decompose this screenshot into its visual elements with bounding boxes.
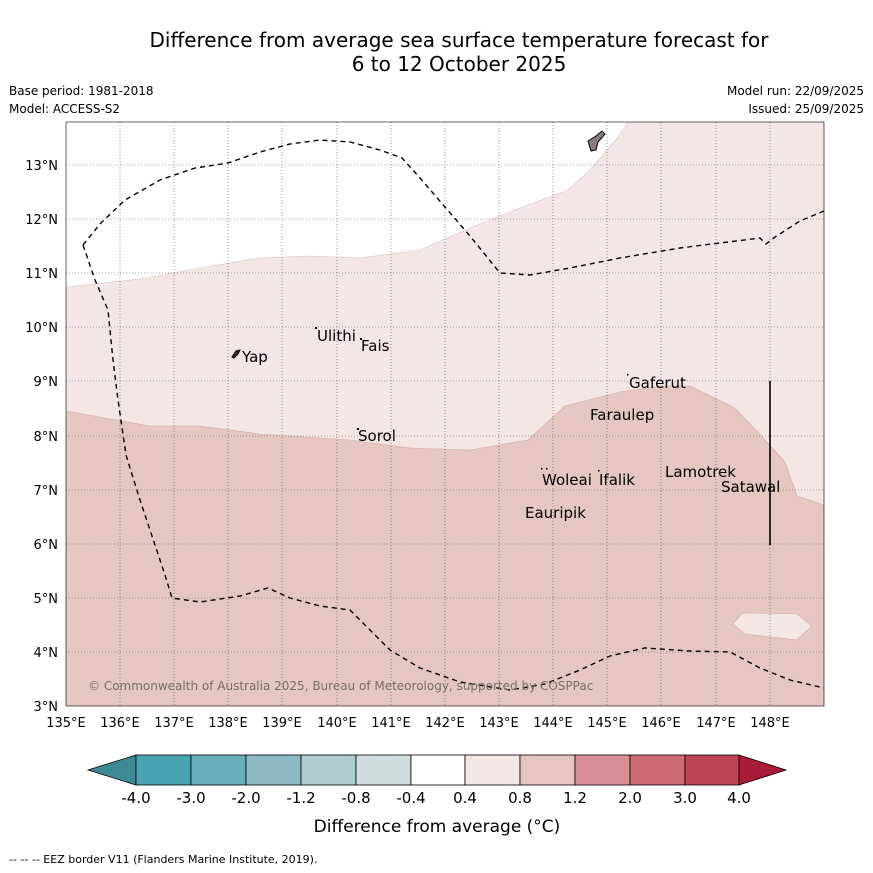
label-satawal: Satawal: [721, 478, 780, 496]
meta-right: Model run: 22/09/2025 Issued: 25/09/2025: [727, 82, 864, 118]
colorbar-tick: 0.4: [453, 789, 477, 807]
anomaly-patch-light: [732, 612, 813, 641]
lon-label-144: 144°E: [533, 716, 573, 731]
label-gaferut: Gaferut: [629, 374, 686, 392]
colorbar-tick: -1.2: [286, 789, 315, 807]
colorbar-segment: [135, 754, 192, 786]
lat-label-10: 10°N: [25, 321, 58, 336]
lat-label-6: 6°N: [34, 538, 59, 553]
graticule: [66, 122, 824, 706]
issued-date: Issued: 25/09/2025: [748, 102, 864, 116]
lon-label-140: 140°E: [317, 716, 357, 731]
colorbar-segment: [464, 754, 521, 786]
lat-label-11: 11°N: [25, 267, 58, 282]
colorbar-segment: [574, 754, 631, 786]
colorbar-over-arrow: [738, 754, 788, 786]
map-title: Difference from average sea surface temp…: [0, 28, 873, 76]
colorbar-tick: 2.0: [618, 789, 642, 807]
sorol-dot: [357, 428, 359, 430]
colorbar-axis-label: Difference from average (°C): [314, 817, 561, 837]
label-fais: Fais: [361, 337, 390, 355]
lon-label-139: 139°E: [262, 716, 302, 731]
lat-label-7: 7°N: [34, 484, 59, 499]
colorbar-tick: -0.4: [396, 789, 425, 807]
ifalik-dot: [598, 470, 600, 472]
ulithi-dot: [315, 327, 317, 329]
lat-label-8: 8°N: [34, 430, 59, 445]
label-lamotrek: Lamotrek: [665, 463, 736, 481]
colorbar-segment: [245, 754, 302, 786]
base-period: Base period: 1981-2018: [9, 84, 154, 98]
lon-label-137: 137°E: [154, 716, 194, 731]
colorbar-segment: [300, 754, 357, 786]
label-eauripik: Eauripik: [525, 504, 586, 522]
colorbar-tick: -4.0: [121, 789, 150, 807]
model-name: Model: ACCESS-S2: [9, 102, 121, 116]
gaferut-dot: [627, 374, 629, 376]
eez-border: [82, 139, 824, 276]
lat-label-13: 13°N: [25, 159, 58, 174]
lon-label-141: 141°E: [371, 716, 411, 731]
colorbar-tick: 4.0: [727, 789, 751, 807]
title-line-2: 6 to 12 October 2025: [351, 52, 567, 76]
label-ifalik: Ifalik: [599, 471, 635, 489]
woleai-dot-1: [541, 468, 543, 470]
label-yap: Yap: [241, 348, 268, 366]
label-faraulep: Faraulep: [590, 406, 654, 424]
colorbar-segment: [519, 754, 576, 786]
map-frame: [65, 121, 825, 707]
label-sorol: Sorol: [358, 427, 396, 445]
lon-label-148: 148°E: [750, 716, 790, 731]
colorbar-segment: [410, 754, 466, 786]
colorbar: -4.0 -3.0 -2.0 -1.2 -0.8 -0.4 0.4 0.8 1.…: [86, 754, 788, 837]
colorbar-tick: -0.8: [341, 789, 370, 807]
yap-island: [231, 349, 241, 359]
lat-axis: 3°N 4°N 5°N 6°N 7°N 8°N 9°N 10°N 11°N 12…: [25, 159, 58, 715]
colorbar-under-arrow: [86, 754, 137, 786]
lon-label-136: 136°E: [100, 716, 140, 731]
lat-label-9: 9°N: [34, 375, 59, 390]
colorbar-tick: -3.0: [176, 789, 205, 807]
map-area: Yap Ulithi Fais Sorol Gaferut Faraulep W…: [66, 122, 824, 706]
lon-label-146: 146°E: [641, 716, 681, 731]
label-woleai: Woleai: [542, 471, 592, 489]
lon-label-143: 143°E: [479, 716, 519, 731]
lon-label-145: 145°E: [587, 716, 627, 731]
fais-dot: [360, 338, 362, 340]
lon-label-147: 147°E: [696, 716, 736, 731]
colorbar-tick: 0.8: [508, 789, 532, 807]
lat-label-5: 5°N: [34, 592, 59, 607]
lat-label-12: 12°N: [25, 213, 58, 228]
eez-footnote: -- -- -- EEZ border V11 (Flanders Marine…: [9, 853, 318, 866]
colorbar-tick: 1.2: [563, 789, 587, 807]
eez-border-west: [82, 244, 824, 691]
label-ulithi: Ulithi: [317, 327, 356, 345]
title-line-1: Difference from average sea surface temp…: [149, 28, 769, 52]
lon-label-135: 135°E: [46, 716, 86, 731]
lon-label-142: 142°E: [425, 716, 465, 731]
colorbar-tick: 3.0: [673, 789, 697, 807]
lon-label-138: 138°E: [208, 716, 248, 731]
woleai-dot-2: [546, 468, 548, 470]
meta-left: Base period: 1981-2018 Model: ACCESS-S2: [9, 82, 154, 118]
colorbar-tick: -2.0: [231, 789, 260, 807]
atoll-dots: [315, 327, 629, 472]
colorbar-segment: [629, 754, 686, 786]
model-run: Model run: 22/09/2025: [726, 84, 864, 98]
lat-label-3: 3°N: [34, 700, 59, 715]
colorbar-segment: [684, 754, 740, 786]
lat-label-4: 4°N: [34, 646, 59, 661]
colorbar-segment: [190, 754, 247, 786]
colorbar-segment: [355, 754, 412, 786]
guam-island: [587, 130, 606, 152]
copyright-watermark: © Commonwealth of Australia 2025, Bureau…: [88, 679, 593, 693]
lon-axis: 135°E 136°E 137°E 138°E 139°E 140°E 141°…: [46, 716, 790, 731]
